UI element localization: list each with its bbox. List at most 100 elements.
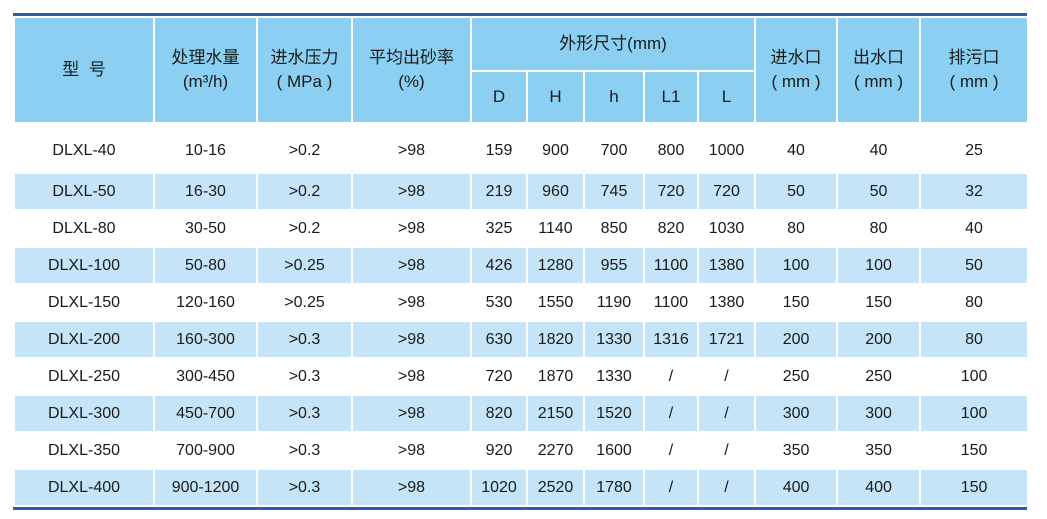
- table-cell: 50: [919, 246, 1030, 285]
- table-cell: 400: [754, 468, 839, 507]
- table-cell: /: [643, 357, 699, 396]
- table-cell: 325: [470, 209, 528, 248]
- table-cell: 1140: [526, 209, 585, 248]
- table-cell: 30-50: [153, 209, 258, 248]
- table-cell: 150: [754, 283, 839, 322]
- table-cell: 300-450: [153, 357, 258, 396]
- table-cell: 450-700: [153, 394, 258, 433]
- table-cell: 1020: [470, 468, 528, 507]
- header-dim-L: L: [696, 70, 757, 124]
- table-cell: 2270: [526, 431, 585, 470]
- table-cell: 1030: [696, 209, 757, 248]
- table-cell: 40: [919, 209, 1030, 248]
- table-cell: 200: [836, 320, 922, 359]
- table-cell: 300: [754, 394, 839, 433]
- table-cell: 100: [919, 394, 1030, 433]
- table-cell: 80: [919, 283, 1030, 322]
- table-cell: 745: [583, 172, 645, 211]
- table-cell: >98: [351, 320, 472, 359]
- table-cell: >98: [351, 394, 472, 433]
- table-cell: 1330: [583, 320, 645, 359]
- table-cell: >0.2: [256, 122, 353, 174]
- table-cell: 350: [836, 431, 922, 470]
- table-cell: >98: [351, 283, 472, 322]
- table-cell: 700: [583, 122, 645, 174]
- table-cell: 2150: [526, 394, 585, 433]
- header-outlet: 出水口( mm ): [836, 16, 922, 124]
- table-cell: 1820: [526, 320, 585, 359]
- table-cell: /: [643, 468, 699, 507]
- header-flow: 处理水量 (m³/h): [153, 16, 258, 124]
- table-cell: 120-160: [153, 283, 258, 322]
- table-cell: 250: [836, 357, 922, 396]
- table-cell: >0.2: [256, 172, 353, 211]
- table-cell: 1380: [696, 246, 757, 285]
- spec-table: 型 号 处理水量 (m³/h) 进水压力( MPa ) 平均出砂率 (%) 外形尺寸…: [13, 16, 1030, 507]
- table-cell: >0.3: [256, 320, 353, 359]
- table-cell: >0.3: [256, 394, 353, 433]
- table-cell: >98: [351, 172, 472, 211]
- table-cell: >0.2: [256, 209, 353, 248]
- table-cell: 50: [754, 172, 839, 211]
- table-row: DLXL-80 30-50 >0.2 >98 325 1140 850 820 1030 80 80…: [13, 209, 1030, 248]
- table-cell: 900: [526, 122, 585, 174]
- header-dim-H: H: [526, 70, 585, 124]
- table-cell: 920: [470, 431, 528, 470]
- table-cell: 150: [836, 283, 922, 322]
- table-cell: 40: [836, 122, 922, 174]
- table-cell: 200: [754, 320, 839, 359]
- table-cell: 50: [836, 172, 922, 211]
- table-cell: 300: [836, 394, 922, 433]
- table-cell: 219: [470, 172, 528, 211]
- table-cell: DLXL-250: [13, 357, 155, 396]
- header-dim-L1: L1: [643, 70, 699, 124]
- table-cell: /: [696, 394, 757, 433]
- table-cell: DLXL-100: [13, 246, 155, 285]
- table-cell: >98: [351, 209, 472, 248]
- table-cell: >98: [351, 246, 472, 285]
- table-cell: 80: [754, 209, 839, 248]
- table-cell: 1780: [583, 468, 645, 507]
- table-cell: 350: [754, 431, 839, 470]
- table-cell: 150: [919, 468, 1030, 507]
- table-cell: 25: [919, 122, 1030, 174]
- table-row: DLXL-200 160-300 >0.3 >98 630 1820 1330 1316 172…: [13, 320, 1030, 359]
- table-cell: DLXL-400: [13, 468, 155, 507]
- table-cell: 1600: [583, 431, 645, 470]
- table-cell: >0.25: [256, 283, 353, 322]
- table-cell: 10-16: [153, 122, 258, 174]
- table-cell: 530: [470, 283, 528, 322]
- table-cell: 1316: [643, 320, 699, 359]
- table-cell: 630: [470, 320, 528, 359]
- header-dimensions: 外形尺寸(mm): [469, 16, 757, 72]
- table-cell: 32: [919, 172, 1030, 211]
- table-cell: /: [696, 431, 757, 470]
- table-cell: 820: [643, 209, 699, 248]
- header-pressure: 进水压力( MPa ): [256, 16, 353, 124]
- table-cell: >98: [351, 122, 472, 174]
- table-cell: >0.25: [256, 246, 353, 285]
- table-cell: >98: [351, 431, 472, 470]
- table-cell: 955: [583, 246, 645, 285]
- table-cell: 1190: [583, 283, 645, 322]
- table-cell: >0.3: [256, 357, 353, 396]
- header-subrow: D H h L1 L: [14, 70, 1028, 124]
- table-cell: 960: [526, 172, 585, 211]
- table-cell: 80: [836, 209, 922, 248]
- table-cell: DLXL-50: [13, 172, 155, 211]
- table-cell: DLXL-350: [13, 431, 155, 470]
- table-cell: 1550: [526, 283, 585, 322]
- table-cell: 100: [919, 357, 1030, 396]
- table-cell: 40: [754, 122, 839, 174]
- header-row: 型 号 处理水量 (m³/h) 进水压力( MPa ) 平均出砂率 (%) 外形尺寸…: [13, 16, 1030, 124]
- table-cell: 700-900: [153, 431, 258, 470]
- table-cell: DLXL-40: [13, 122, 155, 174]
- table-row: DLXL-50 16-30 >0.2 >98 219 960 745 720 720 50 50 32: [13, 172, 1030, 211]
- table-cell: 100: [754, 246, 839, 285]
- table-cell: >0.3: [256, 468, 353, 507]
- header-drain: 排污口( mm ): [919, 16, 1030, 124]
- table-cell: 1330: [583, 357, 645, 396]
- table-cell: 1100: [643, 246, 699, 285]
- table-cell: >98: [351, 468, 472, 507]
- spec-table-container: 型 号 处理水量 (m³/h) 进水压力( MPa ) 平均出砂率 (%) 外形尺寸…: [13, 13, 1030, 510]
